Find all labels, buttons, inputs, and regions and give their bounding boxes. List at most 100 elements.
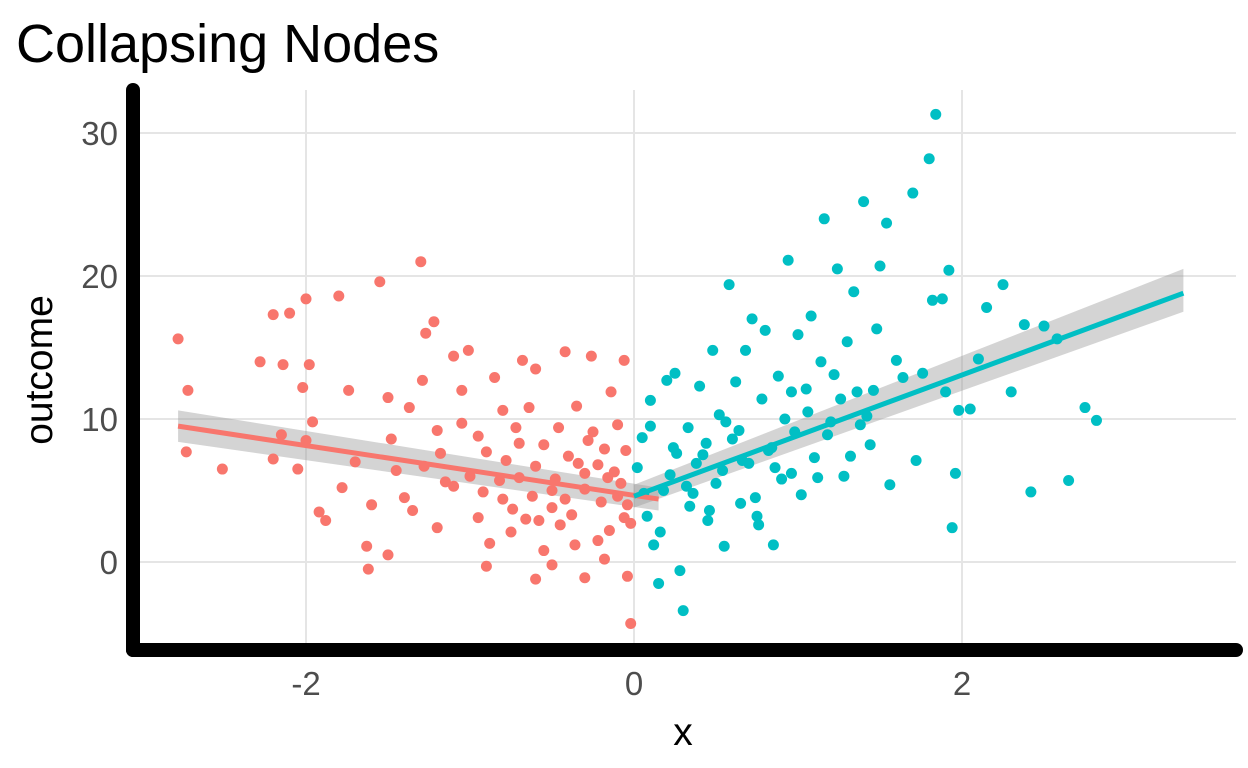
data-point bbox=[828, 369, 840, 381]
data-point bbox=[505, 526, 517, 538]
data-point bbox=[559, 346, 571, 358]
data-point bbox=[723, 279, 735, 291]
grid-lines bbox=[133, 90, 1236, 650]
data-point bbox=[362, 563, 374, 575]
data-point bbox=[472, 512, 484, 524]
data-point bbox=[782, 254, 794, 266]
data-point bbox=[1038, 320, 1050, 332]
data-point bbox=[953, 404, 965, 416]
data-point bbox=[851, 386, 863, 398]
data-point bbox=[661, 374, 673, 386]
data-point bbox=[735, 497, 747, 509]
data-point bbox=[818, 213, 830, 225]
data-point bbox=[497, 493, 509, 505]
data-point bbox=[867, 384, 879, 396]
data-point bbox=[307, 416, 319, 428]
data-point bbox=[822, 429, 834, 441]
data-point bbox=[507, 503, 519, 515]
data-point bbox=[644, 420, 656, 432]
data-point bbox=[653, 577, 665, 589]
data-point bbox=[431, 424, 443, 436]
y-tick-label: 30 bbox=[81, 115, 118, 152]
data-point bbox=[785, 467, 797, 479]
data-point bbox=[1025, 486, 1037, 498]
data-point bbox=[751, 510, 763, 522]
data-point bbox=[654, 526, 666, 538]
data-point bbox=[848, 286, 860, 298]
data-point bbox=[382, 392, 394, 404]
data-point bbox=[785, 386, 797, 398]
data-point bbox=[559, 493, 571, 505]
data-point bbox=[579, 467, 591, 479]
data-point bbox=[1063, 474, 1075, 486]
data-point bbox=[884, 479, 896, 491]
data-point bbox=[500, 454, 512, 466]
data-point bbox=[510, 422, 522, 434]
data-point bbox=[930, 108, 942, 120]
data-point bbox=[431, 522, 443, 534]
data-point bbox=[917, 367, 929, 379]
data-point bbox=[520, 513, 532, 525]
chart-title: Collapsing Nodes bbox=[16, 14, 439, 74]
data-point bbox=[489, 372, 501, 384]
data-point bbox=[472, 430, 484, 442]
data-point bbox=[707, 344, 719, 356]
fit-line bbox=[177, 423, 659, 502]
data-point bbox=[366, 499, 378, 511]
data-point bbox=[687, 487, 699, 499]
data-point bbox=[981, 301, 993, 313]
data-point bbox=[835, 393, 847, 405]
data-point bbox=[897, 372, 909, 384]
data-point bbox=[569, 539, 581, 551]
data-point bbox=[831, 263, 843, 275]
data-point bbox=[702, 515, 714, 527]
data-point bbox=[602, 472, 614, 484]
y-axis-label: outcome bbox=[18, 295, 61, 445]
data-point bbox=[808, 452, 820, 464]
data-point bbox=[800, 383, 812, 395]
data-point bbox=[776, 473, 788, 485]
data-point bbox=[718, 540, 730, 552]
data-point bbox=[484, 537, 496, 549]
data-point bbox=[733, 424, 745, 436]
data-point bbox=[416, 374, 428, 386]
data-point bbox=[910, 454, 922, 466]
data-point bbox=[385, 433, 397, 445]
data-point bbox=[854, 419, 866, 431]
data-point bbox=[874, 260, 886, 272]
x-tick-label: 2 bbox=[953, 665, 971, 702]
data-point bbox=[546, 502, 558, 514]
data-point bbox=[684, 500, 696, 512]
data-point bbox=[621, 570, 633, 582]
data-point bbox=[943, 264, 955, 276]
data-point bbox=[841, 336, 853, 348]
data-point bbox=[625, 617, 637, 629]
data-point bbox=[530, 573, 542, 585]
data-point bbox=[612, 419, 624, 431]
data-point bbox=[603, 525, 615, 537]
data-point bbox=[1005, 386, 1017, 398]
data-point bbox=[667, 442, 679, 454]
data-point bbox=[415, 256, 427, 268]
axes bbox=[126, 83, 1243, 657]
data-point bbox=[690, 457, 702, 469]
data-point bbox=[448, 480, 460, 492]
data-point bbox=[644, 394, 656, 406]
data-point bbox=[620, 444, 632, 456]
x-tick-label: 0 bbox=[625, 665, 643, 702]
data-point bbox=[566, 509, 578, 521]
data-points bbox=[172, 108, 1102, 629]
data-point bbox=[1079, 402, 1091, 414]
data-point bbox=[726, 433, 738, 445]
data-point bbox=[730, 376, 742, 388]
data-point bbox=[923, 153, 935, 165]
fit-lines bbox=[177, 290, 1185, 502]
data-point bbox=[180, 446, 192, 458]
data-point bbox=[172, 333, 184, 345]
data-point bbox=[812, 472, 824, 484]
data-point bbox=[303, 359, 315, 371]
data-point bbox=[448, 350, 460, 362]
data-point bbox=[434, 447, 446, 459]
data-point bbox=[533, 515, 545, 527]
